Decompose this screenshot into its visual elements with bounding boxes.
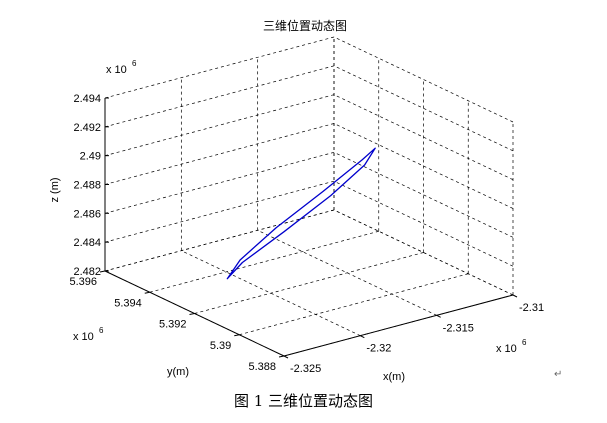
chart-title: 三维位置动态图 <box>263 18 347 33</box>
y-tick <box>144 291 150 294</box>
grid-line <box>149 230 379 293</box>
plot-3d: -2.325 -2.32 -2.315 -2.31 5.388 5.39 5.392 5.39… <box>49 18 544 383</box>
tick-marks <box>99 97 518 359</box>
y-exponent-power: 6 <box>99 326 104 335</box>
grid-line <box>104 94 335 157</box>
x-exponent-base: x 10 <box>496 343 517 355</box>
series-line <box>226 147 376 280</box>
y-tick-label: 5.396 <box>69 276 97 288</box>
grid-line <box>239 273 469 336</box>
z-tick-label: 2.494 <box>73 93 101 105</box>
x-tick-label: -2.325 <box>290 363 321 375</box>
z-tick-label: 2.488 <box>73 180 101 192</box>
x-tick <box>283 355 289 359</box>
x-tick <box>512 294 518 298</box>
y-tick <box>189 313 195 315</box>
x-tick-label: -2.31 <box>519 302 544 314</box>
axes-box <box>104 98 514 357</box>
y-tick <box>234 334 240 337</box>
data-series <box>226 147 376 280</box>
z-tick-label: 2.486 <box>73 208 101 220</box>
y-tick-label: 5.388 <box>248 361 276 373</box>
return-mark: ↵ <box>554 369 563 380</box>
x-tick-label: -2.32 <box>366 343 391 355</box>
z-exponent: x 10 6 <box>106 59 137 76</box>
y-tick-label: 5.392 <box>159 319 187 331</box>
x-axis-line <box>283 294 514 357</box>
grid-line <box>104 65 335 128</box>
tick-labels: -2.325 -2.32 -2.315 -2.31 5.388 5.39 5.392 5.39… <box>69 93 544 375</box>
grid-line <box>194 252 424 314</box>
grid-line <box>104 180 335 243</box>
grid-lines <box>104 36 514 357</box>
z-exponent-base: x 10 <box>106 64 127 76</box>
x-tick <box>360 335 365 339</box>
y-tick-label: 5.39 <box>210 340 231 352</box>
grid-line <box>104 123 335 185</box>
grid-line <box>333 180 514 267</box>
z-axis-label: z (m) <box>49 177 61 202</box>
y-tick-label: 5.394 <box>114 297 142 309</box>
x-exponent-power: 6 <box>522 338 527 347</box>
z-tick-label: 2.482 <box>73 266 101 278</box>
x-exponent: x 10 6 <box>496 338 527 355</box>
z-tick-label: 2.492 <box>73 122 101 134</box>
y-exponent-base: x 10 <box>73 331 94 343</box>
grid-line <box>104 151 335 214</box>
z-tick-label: 2.484 <box>73 237 101 249</box>
grid-line <box>333 152 514 238</box>
y-exponent: x 10 6 <box>73 326 104 343</box>
z-tick-label: 2.49 <box>80 151 101 163</box>
x-tick <box>436 314 441 318</box>
grid-line <box>104 36 335 99</box>
y-tick <box>278 355 285 358</box>
y-axis-label: y(m) <box>167 366 189 378</box>
x-axis-label: x(m) <box>383 371 405 383</box>
y-tick <box>99 270 106 273</box>
x-tick-label: -2.315 <box>443 322 474 334</box>
z-exponent-power: 6 <box>132 59 137 68</box>
figure-caption: 图 1 三维位置动态图 <box>233 392 374 410</box>
